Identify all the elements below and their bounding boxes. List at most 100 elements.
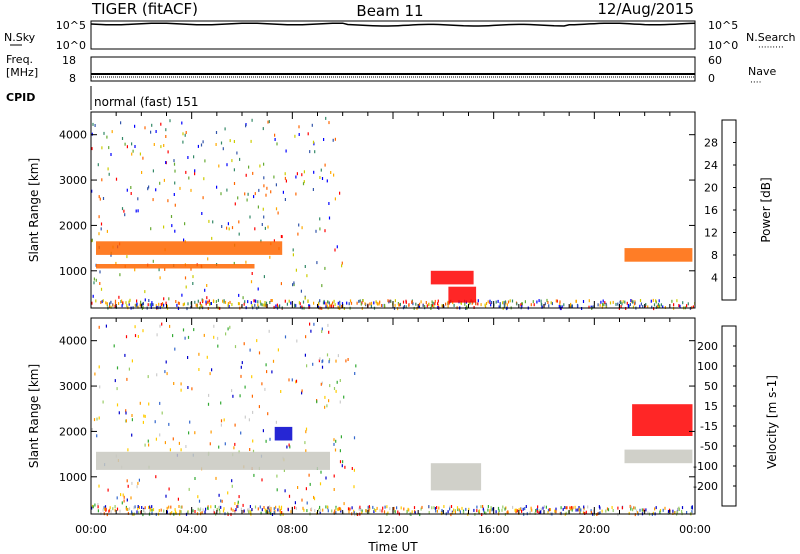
ground-scatter-cell: [582, 511, 585, 515]
ground-scatter-cell: [605, 304, 607, 308]
ground-scatter-cell: [588, 299, 590, 303]
ground-scatter-cell: [250, 301, 252, 305]
colorbar-tick-label: 24: [704, 159, 718, 172]
ground-scatter-cell: [378, 302, 380, 306]
ground-scatter-cell: [379, 508, 381, 512]
noise-cell: [237, 196, 239, 200]
noise-cell: [163, 178, 165, 182]
ground-scatter-cell: [388, 300, 390, 304]
noise-cell: [192, 282, 194, 285]
ground-scatter-cell: [197, 299, 199, 303]
noise-cell: [237, 500, 239, 504]
noise-cell: [120, 121, 122, 125]
noise-cell: [313, 170, 315, 174]
ground-scatter-cell: [434, 507, 436, 510]
ground-scatter-cell: [121, 304, 123, 308]
ground-scatter-cell: [676, 510, 679, 514]
noise-cell: [293, 283, 295, 287]
noise-cell: [116, 496, 118, 500]
ground-scatter-cell: [569, 304, 571, 308]
noise-cell: [341, 464, 343, 468]
ground-scatter-cell: [560, 506, 562, 510]
ground-scatter-cell: [209, 302, 211, 306]
ground-scatter-cell: [257, 507, 259, 511]
ground-scatter-cell: [504, 507, 506, 511]
noise-cell: [238, 293, 240, 297]
noise-cell: [184, 336, 186, 340]
ground-scatter-cell: [105, 301, 107, 305]
noise-cell: [288, 443, 290, 447]
ground-scatter-cell: [624, 300, 626, 304]
noise-cell: [101, 146, 103, 150]
noise-cell: [275, 207, 278, 211]
ground-scatter-cell: [210, 302, 212, 305]
noise-cell: [242, 296, 244, 300]
ground-scatter-cell: [361, 509, 363, 513]
noise-cell: [337, 507, 339, 511]
noise-cell: [164, 267, 166, 271]
noise-cell: [180, 382, 182, 386]
noise-cell: [174, 229, 176, 233]
ground-scatter-cell: [299, 305, 302, 309]
ground-scatter-cell: [121, 299, 123, 303]
ground-scatter-cell: [678, 508, 680, 511]
ground-scatter-cell: [301, 305, 303, 309]
noise-cell: [232, 394, 234, 398]
ground-scatter-cell: [91, 506, 93, 510]
ground-scatter-cell: [273, 305, 275, 309]
ground-scatter-cell: [672, 509, 674, 513]
noise-cell: [341, 264, 343, 268]
ground-scatter-cell: [559, 511, 561, 515]
noise-cell: [262, 207, 264, 211]
noise-cell: [335, 389, 337, 393]
noise-cell: [99, 385, 101, 389]
noise-cell: [306, 364, 308, 368]
noise-cell: [114, 379, 116, 383]
ground-scatter-cell: [190, 305, 192, 309]
ground-scatter-cell: [459, 510, 461, 514]
noise-cell: [218, 164, 220, 168]
noise-cell: [144, 126, 146, 130]
noise-cell: [155, 188, 157, 192]
ground-scatter-cell: [658, 304, 660, 308]
noise-cell: [335, 359, 337, 363]
ground-scatter-cell: [558, 304, 560, 308]
ground-scatter-cell: [325, 505, 327, 509]
ground-scatter-cell: [537, 505, 539, 509]
ground-scatter-cell: [259, 505, 261, 509]
noise-cell: [343, 395, 345, 399]
noise-cell: [291, 378, 293, 382]
ground-scatter-cell: [609, 301, 612, 305]
colorbar-tick-label: 8: [711, 249, 718, 262]
noise-cell: [271, 370, 273, 374]
ground-scatter-cell: [628, 304, 630, 308]
ground-scatter-cell: [659, 509, 662, 512]
ground-scatter-cell: [144, 511, 146, 515]
ground-scatter-cell: [127, 511, 129, 515]
ground-scatter-cell: [634, 506, 636, 510]
ground-scatter-cell: [540, 299, 542, 303]
ground-scatter-cell: [227, 302, 229, 305]
ground-scatter-cell: [249, 510, 251, 514]
ground-scatter-cell: [641, 508, 643, 512]
ground-scatter-cell: [265, 510, 267, 514]
ground-scatter-cell: [480, 303, 482, 307]
ground-scatter-cell: [540, 302, 542, 306]
noise-cell: [229, 139, 231, 143]
noise-cell: [327, 323, 329, 327]
noise-cell: [226, 188, 228, 192]
ground-scatter-cell: [538, 509, 540, 513]
noise-cell: [97, 163, 99, 167]
noise-cell: [253, 195, 255, 199]
ground-scatter-cell: [269, 301, 271, 304]
ground-scatter-cell: [227, 511, 229, 515]
ground-scatter-cell: [603, 303, 605, 307]
noise-cell: [204, 159, 206, 163]
ground-scatter-cell: [413, 506, 416, 510]
ground-scatter-cell: [598, 505, 600, 509]
ground-scatter-cell: [447, 304, 449, 308]
ground-scatter-cell: [187, 302, 189, 306]
ground-scatter-cell: [550, 301, 552, 305]
ground-scatter-cell: [384, 304, 386, 307]
ground-scatter-cell: [333, 299, 335, 303]
